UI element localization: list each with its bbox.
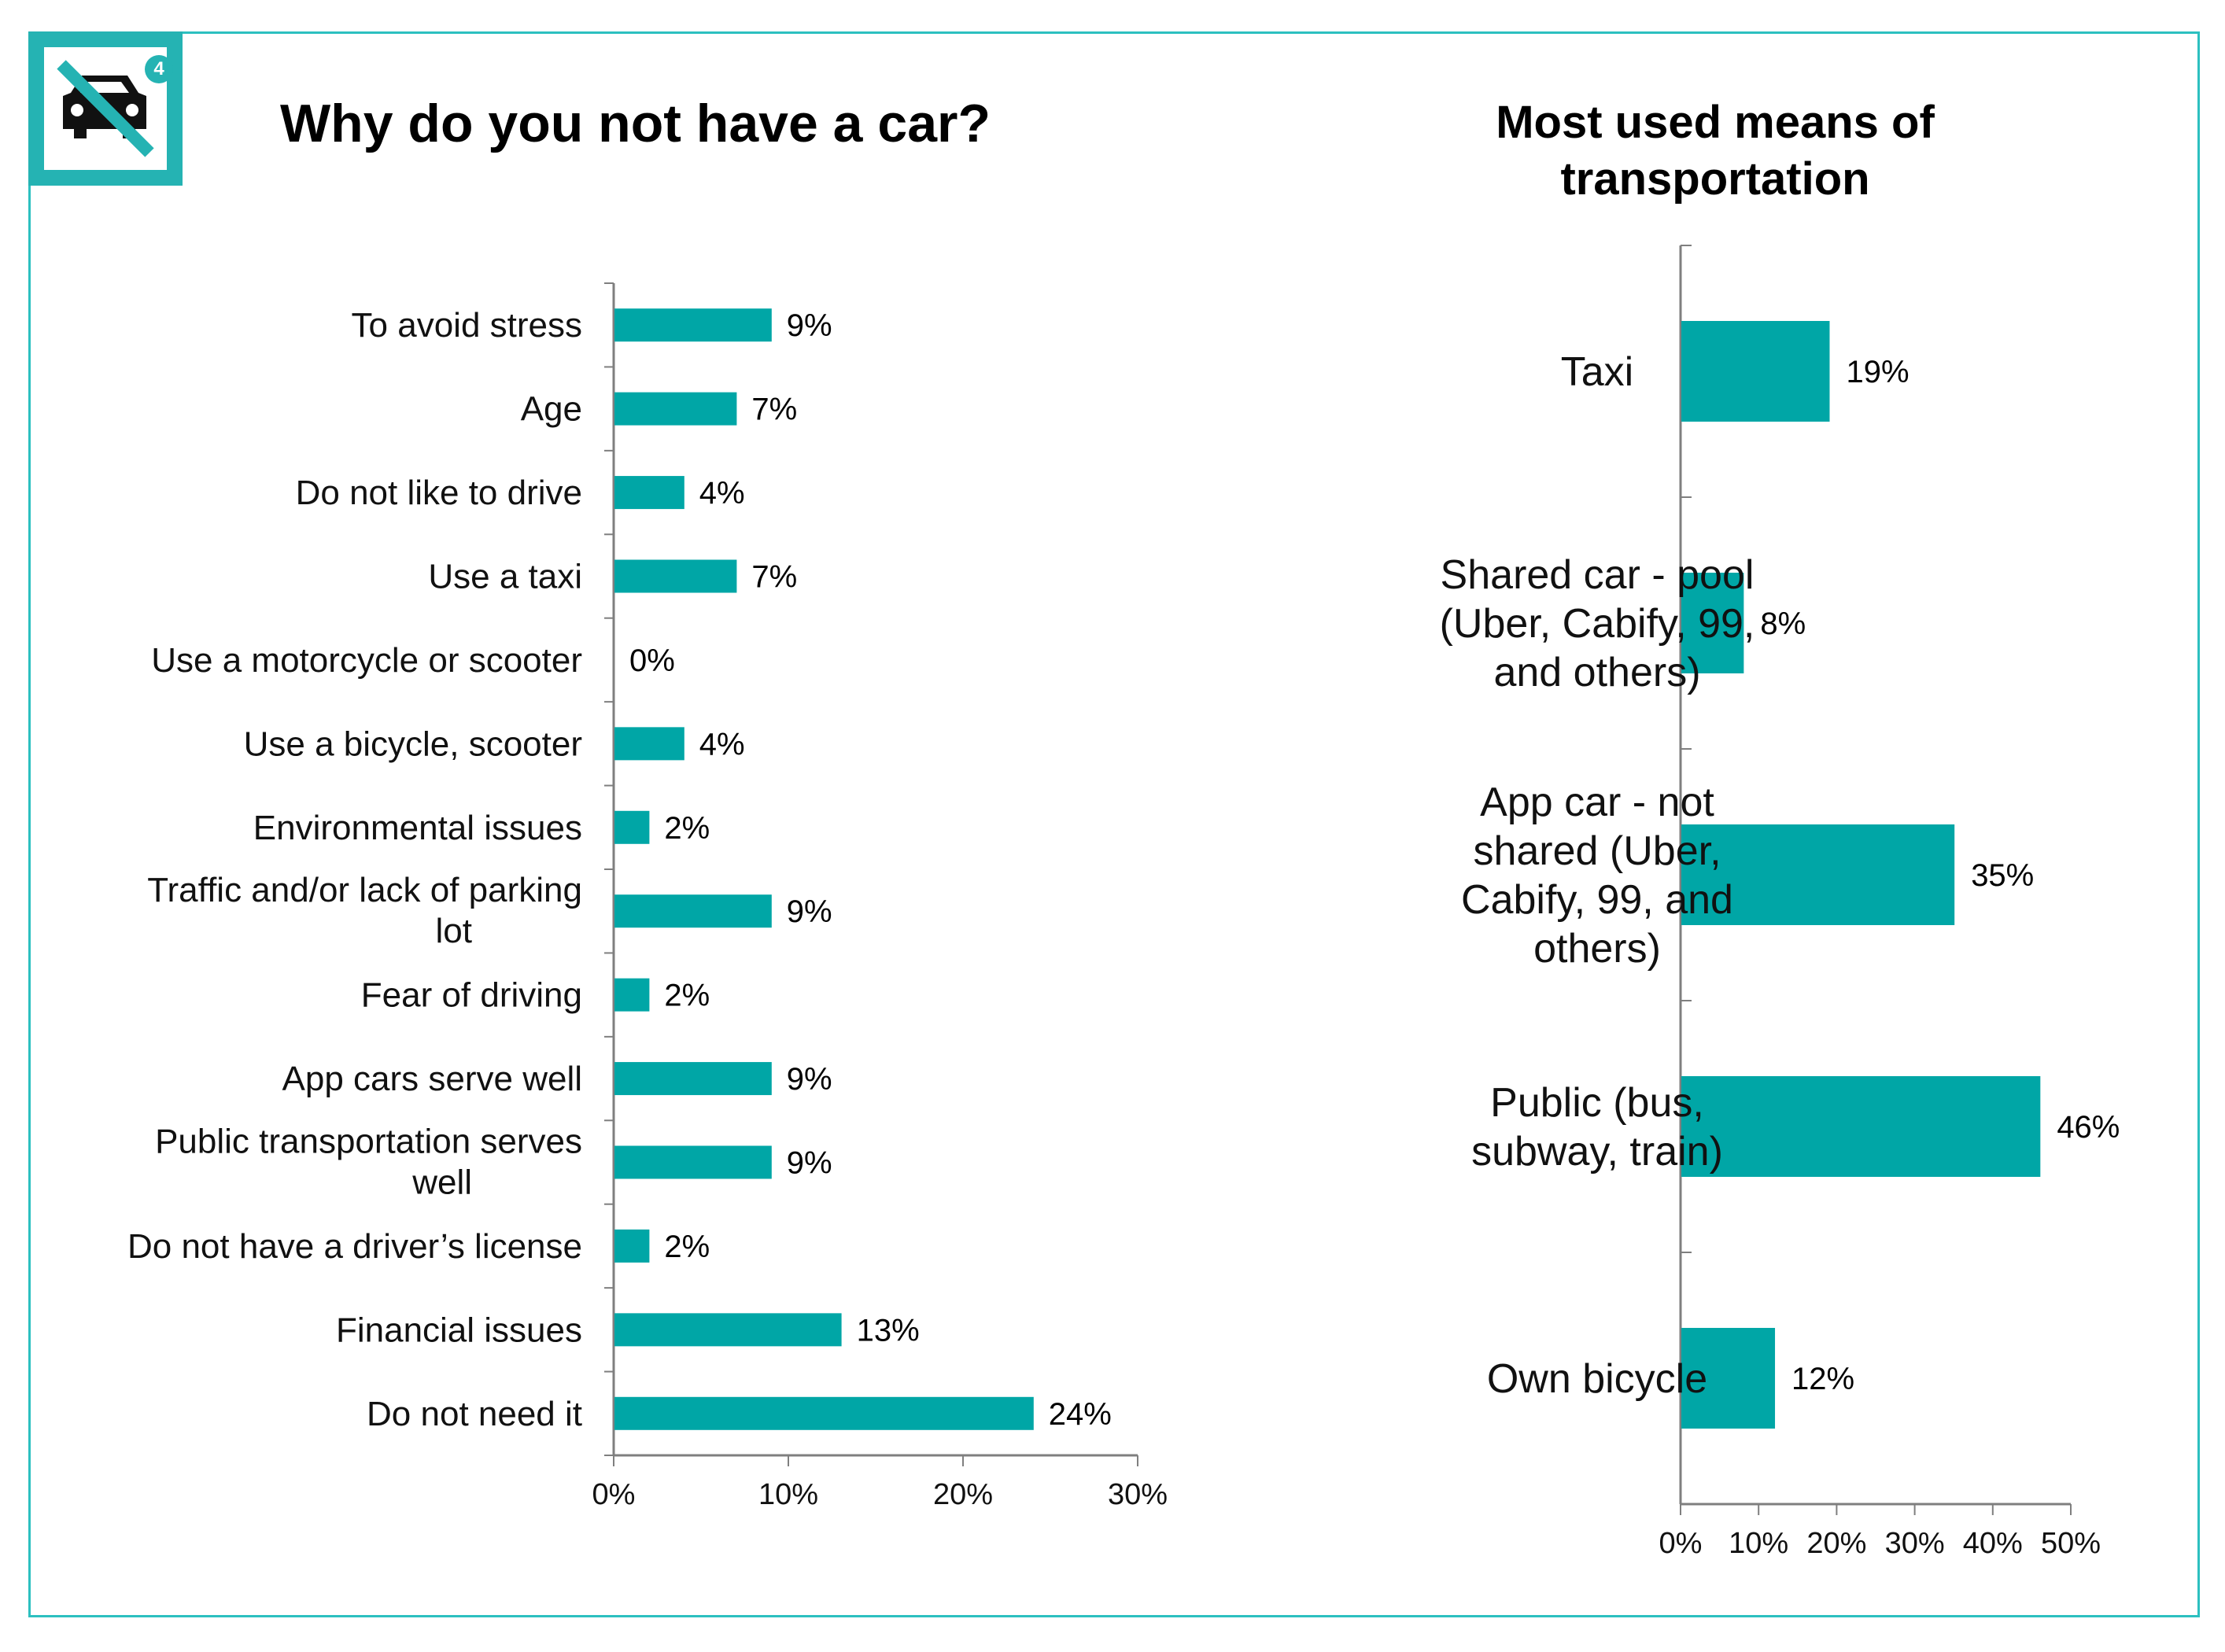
category-label-line: well (411, 1163, 472, 1202)
data-label: 9% (787, 1062, 832, 1097)
category-label-line: Cabify, 99, and (1461, 877, 1733, 923)
data-label: 12% (1791, 1362, 1854, 1396)
data-label: 2% (664, 1230, 710, 1264)
bar (614, 1229, 650, 1263)
bar (614, 978, 650, 1012)
category-label-line: and others) (1493, 650, 1700, 695)
category-label: Taxi (1561, 349, 1633, 395)
data-label: 35% (1971, 858, 2034, 893)
category-label: App car - not shared (Uber, Cabify, 99, an… (1461, 780, 1733, 972)
category-label: Use a bicycle, scooter (244, 725, 582, 763)
bar (614, 1062, 772, 1096)
bar (1681, 321, 1830, 422)
data-label: 9% (787, 1146, 832, 1181)
outer-frame (28, 31, 2200, 1617)
data-label: 8% (1760, 607, 1806, 641)
category-label: Financial issues (336, 1311, 582, 1349)
category-label: Own bicycle (1487, 1356, 1707, 1402)
category-label-line: others) (1533, 926, 1661, 972)
no-car-icon: 4 (44, 47, 173, 170)
bar (614, 894, 772, 928)
category-label: Fear of driving (361, 976, 582, 1015)
category-label: Use a taxi (428, 558, 582, 596)
category-label: Shared car - pool (Uber, Cabify, 99, and o… (1440, 552, 1755, 695)
logo: 4 (28, 31, 183, 186)
right-chart-title: Most used means of transportation (1496, 97, 1935, 205)
bar (1681, 1328, 1776, 1429)
category-label-line: lot (436, 912, 472, 950)
x-tick-label: 0% (1659, 1527, 1703, 1560)
bar (1681, 573, 1744, 673)
left-chart-title: Why do you not have a car? (280, 94, 991, 153)
data-label: 7% (751, 560, 797, 595)
category-label-line: Public (bus, (1490, 1080, 1704, 1126)
data-label: 7% (751, 393, 797, 427)
x-tick-label: 10% (758, 1478, 818, 1511)
data-label: 19% (1846, 355, 1909, 389)
bar (614, 810, 650, 844)
category-label: To avoid stress (352, 306, 582, 345)
category-label: Use a motorcycle or scooter (151, 641, 582, 680)
x-tick-label: 30% (1885, 1527, 1945, 1560)
category-label: Do not need it (367, 1395, 582, 1433)
category-label: Environmental issues (253, 809, 582, 847)
bar (614, 727, 684, 761)
bar (614, 392, 737, 426)
x-tick-label: 20% (933, 1478, 993, 1511)
data-label: 24% (1049, 1397, 1112, 1432)
transport-bar-chart: 19% Taxi 8%Shared car - pool (Uber, Cabify,… (1440, 245, 2120, 1560)
category-label: Public (bus, subway, train) (1471, 1080, 1723, 1174)
category-label-line: subway, train) (1471, 1129, 1723, 1174)
category-label: Age (521, 390, 582, 429)
x-tick-label: 40% (1963, 1527, 2023, 1560)
bar (1681, 1076, 2041, 1177)
bar (614, 1313, 842, 1347)
no-car-icon-graphic (57, 60, 154, 157)
data-label: 4% (699, 476, 745, 511)
data-label: 9% (787, 308, 832, 343)
category-label-line: (Uber, Cabify, 99, (1440, 601, 1755, 647)
category-label: Do not like to drive (296, 474, 582, 512)
category-label-line: Taxi (1561, 349, 1633, 395)
category-label-line: Shared car - pool (1441, 552, 1755, 598)
category-label-line: Own bicycle (1487, 1356, 1707, 1402)
category-label: Do not have a driver’s license (127, 1227, 582, 1266)
bar (614, 559, 737, 593)
category-label: Public transportation serves well (155, 1123, 582, 1202)
data-label: 46% (2057, 1110, 2120, 1145)
data-label: 2% (664, 979, 710, 1013)
x-tick-label: 50% (2041, 1527, 2101, 1560)
category-label-line: Traffic and/or lack of parking (147, 871, 582, 909)
badge: 4 (145, 55, 173, 83)
data-label: 0% (629, 643, 675, 678)
data-label: 13% (857, 1313, 920, 1348)
category-label-line: shared (Uber, (1473, 828, 1721, 874)
reasons-bar-chart: 9% To avoid stress 7% Age 4% Do not like to d… (127, 282, 1168, 1511)
x-tick-label: 10% (1729, 1527, 1788, 1560)
data-label: 4% (699, 727, 745, 761)
bar (614, 308, 772, 342)
x-tick-label: 0% (592, 1478, 636, 1511)
category-label-line: Public transportation serves (155, 1123, 582, 1161)
category-label: App cars serve well (282, 1060, 582, 1098)
bar (614, 1396, 1034, 1430)
x-tick-label: 30% (1108, 1478, 1168, 1511)
x-tick-label: 20% (1806, 1527, 1866, 1560)
bar (614, 1145, 772, 1179)
data-label: 2% (664, 811, 710, 846)
bar (614, 476, 684, 510)
bar (1681, 824, 1955, 925)
data-label: 9% (787, 894, 832, 929)
category-label-line: App car - not (1480, 780, 1714, 825)
category-label: Traffic and/or lack of parking lot (147, 871, 582, 950)
